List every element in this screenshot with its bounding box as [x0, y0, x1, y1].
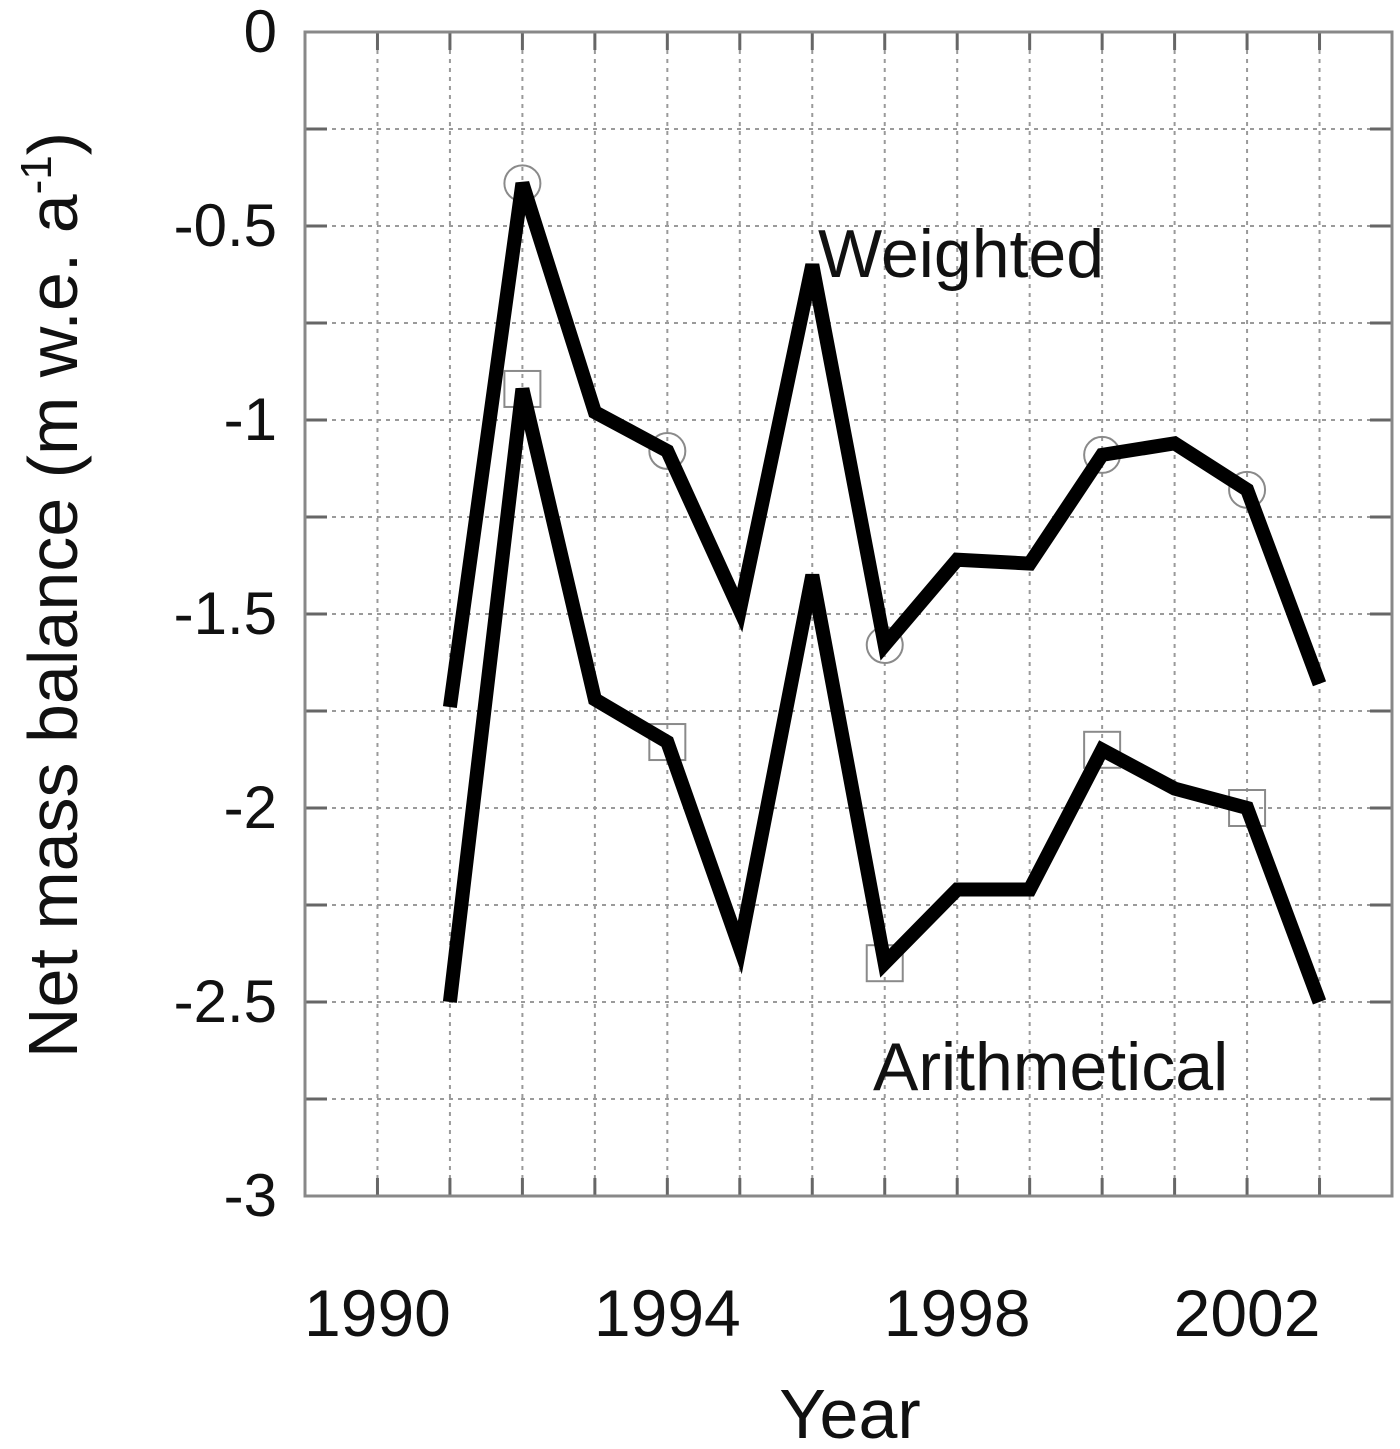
data-point-marker-arithmetical: [1083, 730, 1122, 769]
x-tick-label: 1994: [594, 1276, 741, 1350]
y-axis-title-main: Net mass balance (m w.e. a: [14, 194, 92, 1058]
x-tick-labels: 1990 1994 1998 2002: [304, 1276, 1320, 1350]
series-arithmetical: [442, 369, 1327, 1005]
y-tick-label: -0.5: [174, 192, 277, 259]
plot-frame: [303, 30, 1394, 1198]
series-label-arithmetical: Arithmetical: [873, 1029, 1228, 1105]
y-tick-label: -2: [224, 774, 277, 841]
y-axis-title-close: ): [14, 132, 92, 155]
y-tick-label: -2.5: [174, 968, 277, 1035]
y-tick-labels: 0 -0.5 -1 -1.5 -2 -2.5 -3: [174, 0, 277, 1229]
series-weighted: [442, 164, 1327, 709]
data-point-marker-weighted: [648, 432, 687, 471]
axis-ticks: [305, 32, 1392, 1196]
x-tick-label: 2002: [1174, 1276, 1321, 1350]
series-line-arithmetical: [442, 387, 1327, 1005]
series-line-weighted: [442, 181, 1327, 709]
series-label-weighted: Weighted: [818, 216, 1104, 292]
x-tick-label: 1990: [304, 1276, 451, 1350]
x-tick-label: 1998: [884, 1276, 1031, 1350]
y-tick-label: -1.5: [174, 580, 277, 647]
y-tick-label: -3: [224, 1162, 277, 1229]
y-axis-title-superscript: -1: [12, 155, 61, 194]
y-tick-label: -1: [224, 386, 277, 453]
series-layer: [442, 164, 1327, 1005]
y-tick-label: 0: [244, 0, 277, 65]
x-axis-title: Year: [779, 1375, 920, 1449]
y-axis-title: Net mass balance (m w.e. a-1): [12, 132, 92, 1058]
